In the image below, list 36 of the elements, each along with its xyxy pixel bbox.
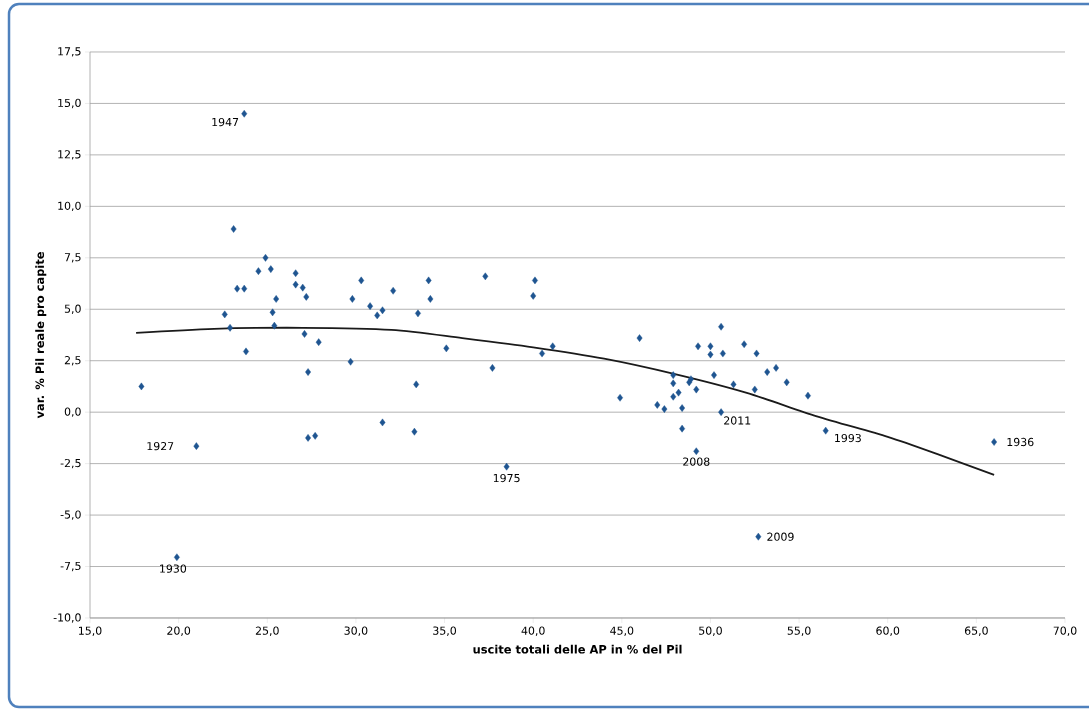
y-tick-label: -10,0 [53, 613, 81, 623]
line-series [135, 326, 995, 476]
x-tick-label: 15,0 [79, 626, 102, 636]
x-tick-label: 45,0 [610, 626, 634, 636]
x-tick-label: 25,0 [255, 626, 279, 636]
annotation: 2008 [683, 457, 710, 466]
annotation: 1936 [1007, 437, 1034, 447]
annotation: 1947 [212, 117, 239, 127]
annotation: 2009 [767, 532, 794, 541]
x-tick-label: 30,0 [344, 626, 368, 636]
annotation: 1927 [147, 441, 174, 451]
y-tick-label: 7,5 [64, 253, 81, 263]
x-axis-title: uscite totali delle AP in % del Pil [473, 644, 682, 654]
y-tick-label: 15,0 [58, 98, 81, 109]
annotation: 2011 [724, 416, 751, 425]
x-tick-label: 40,0 [521, 626, 545, 636]
x-tick-label: 60,0 [876, 626, 900, 636]
annotation: 1930 [160, 564, 187, 573]
x-tick-label: 20,0 [167, 626, 191, 636]
x-tick-label: 70,0 [1053, 626, 1077, 636]
annotation: 1975 [493, 473, 520, 483]
y-tick-label: 2,5 [64, 356, 81, 366]
y-axis-title: var. % Pil reale pro capite [35, 252, 47, 419]
x-tick-label: 50,0 [699, 626, 722, 636]
y-tick-label: 12,5 [58, 150, 81, 160]
y-tick-label: -7,5 [60, 561, 81, 572]
y-tick-label: 0,0 [64, 407, 81, 417]
y-tick-label: 17,5 [58, 47, 81, 57]
y-tick-label: -5,0 [60, 510, 81, 520]
y-tick-label: 10,0 [58, 201, 81, 212]
x-tick-label: 55,0 [787, 626, 811, 636]
y-tick-label: 5,0 [64, 304, 81, 314]
annotation: 1993 [835, 433, 861, 443]
y-tick-label: -2,5 [60, 458, 81, 469]
x-tick-label: 35,0 [433, 626, 457, 636]
x-tick-label: 65,0 [964, 626, 988, 636]
